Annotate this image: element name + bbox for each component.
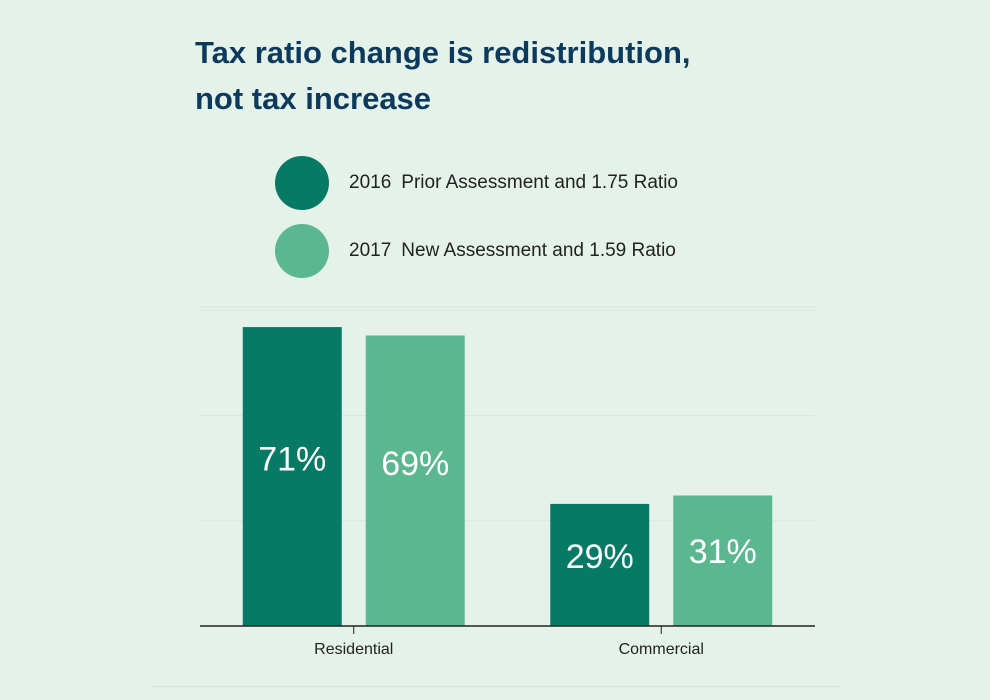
data-label: 69% [381, 445, 449, 483]
legend-label: Prior Assessment and 1.75 Ratio [401, 172, 678, 193]
data-label: 29% [566, 538, 634, 576]
bottom-divider [150, 686, 840, 687]
x-tick-label: Commercial [619, 641, 704, 658]
bar-commercial-2017 [673, 495, 773, 626]
legend-item-2016: 2016 Prior Assessment and 1.75 Ratio [275, 156, 678, 210]
chart-title: Tax ratio change is redistribution, not … [195, 30, 895, 122]
legend-year: 2017 [349, 240, 392, 261]
legend-item-2017: 2017 New Assessment and 1.59 Ratio [275, 224, 676, 278]
bar-commercial-2016 [550, 503, 650, 626]
legend-label: New Assessment and 1.59 Ratio [401, 240, 676, 261]
bar-residential-2017 [365, 335, 465, 626]
bar-residential-2016 [242, 327, 342, 626]
x-tick-label: Residential [314, 641, 393, 658]
legend-swatch-2017 [275, 224, 329, 278]
title-line-2: not tax increase [195, 81, 432, 116]
legend-swatch-2016 [275, 156, 329, 210]
data-label: 31% [689, 533, 757, 571]
title-line-1: Tax ratio change is redistribution, [195, 35, 691, 70]
data-label: 71% [258, 441, 326, 479]
legend-year: 2016 [349, 172, 392, 193]
